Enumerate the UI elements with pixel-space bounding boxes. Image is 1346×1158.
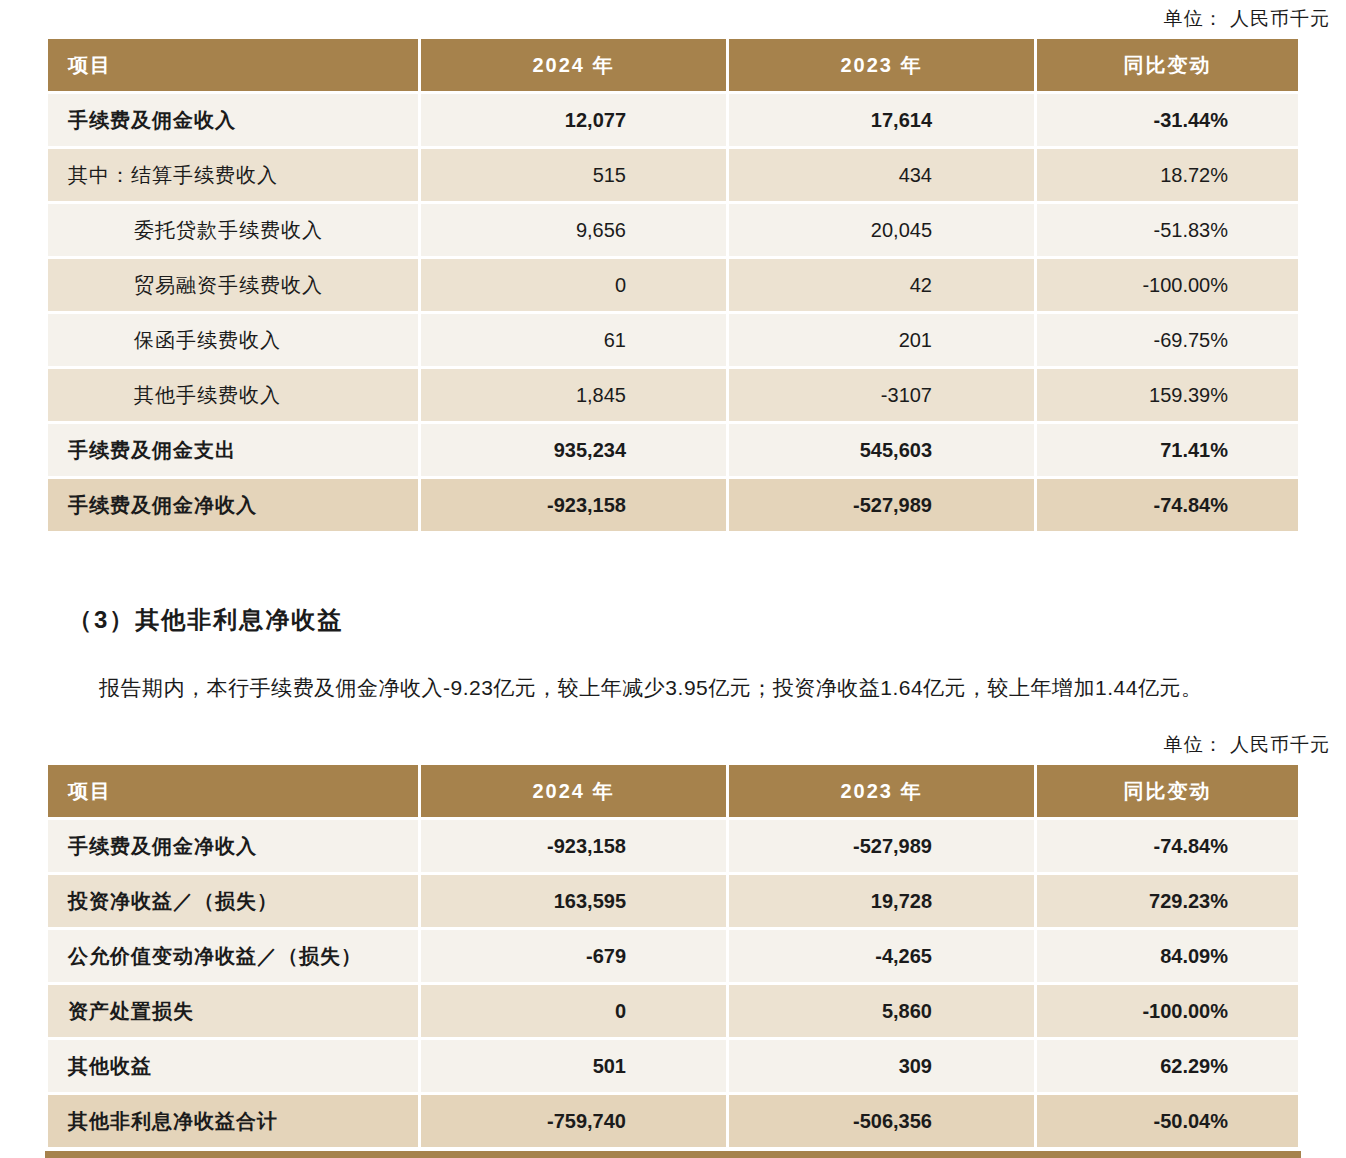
value-change: 159.39% — [1037, 369, 1298, 421]
header-2023: 2023 年 — [729, 765, 1034, 817]
value-2023: 17,614 — [729, 94, 1034, 146]
value-change: 62.29% — [1037, 1040, 1298, 1092]
row-label: 其他非利息净收益合计 — [48, 1095, 418, 1147]
value-2023: 201 — [729, 314, 1034, 366]
value-2024: 163,595 — [421, 875, 726, 927]
other-non-interest-income-table: 项目 2024 年 2023 年 同比变动 手续费及佣金净收入 -923,158… — [45, 762, 1301, 1150]
header-item: 项目 — [48, 39, 418, 91]
table-row: 委托贷款手续费收入 9,656 20,045 -51.83% — [48, 204, 1298, 256]
value-change: 18.72% — [1037, 149, 1298, 201]
header-yoy-change: 同比变动 — [1037, 39, 1298, 91]
table-row: 贸易融资手续费收入 0 42 -100.00% — [48, 259, 1298, 311]
value-2023: -527,989 — [729, 820, 1034, 872]
header-2023: 2023 年 — [729, 39, 1034, 91]
value-2023: 545,603 — [729, 424, 1034, 476]
value-change: -69.75% — [1037, 314, 1298, 366]
value-2024: 12,077 — [421, 94, 726, 146]
value-2024: 501 — [421, 1040, 726, 1092]
value-2023: 20,045 — [729, 204, 1034, 256]
value-change: -100.00% — [1037, 985, 1298, 1037]
value-change: 71.41% — [1037, 424, 1298, 476]
value-2023: -3107 — [729, 369, 1034, 421]
row-label: 手续费及佣金净收入 — [48, 820, 418, 872]
value-change: -50.04% — [1037, 1095, 1298, 1147]
header-item: 项目 — [48, 765, 418, 817]
value-2023: -4,265 — [729, 930, 1034, 982]
value-2024: 61 — [421, 314, 726, 366]
row-label: 手续费及佣金收入 — [48, 94, 418, 146]
value-2024: -923,158 — [421, 479, 726, 531]
row-label: 保函手续费收入 — [48, 314, 418, 366]
table-row: 其他收益 501 309 62.29% — [48, 1040, 1298, 1092]
row-label: 其他收益 — [48, 1040, 418, 1092]
value-2024: -679 — [421, 930, 726, 982]
value-2024: 9,656 — [421, 204, 726, 256]
value-2023: 309 — [729, 1040, 1034, 1092]
value-2024: 0 — [421, 985, 726, 1037]
value-2023: -506,356 — [729, 1095, 1034, 1147]
table-header-row: 项目 2024 年 2023 年 同比变动 — [48, 765, 1298, 817]
value-2024: 1,845 — [421, 369, 726, 421]
row-label: 手续费及佣金净收入 — [48, 479, 418, 531]
value-2023: 42 — [729, 259, 1034, 311]
value-change: -100.00% — [1037, 259, 1298, 311]
unit-label-table2: 单位： 人民币千元 — [1164, 732, 1330, 758]
table-row: 手续费及佣金支出 935,234 545,603 71.41% — [48, 424, 1298, 476]
unit-label-table1: 单位： 人民币千元 — [1164, 6, 1330, 32]
row-label: 委托贷款手续费收入 — [48, 204, 418, 256]
header-2024: 2024 年 — [421, 39, 726, 91]
value-2023: -527,989 — [729, 479, 1034, 531]
row-label: 资产处置损失 — [48, 985, 418, 1037]
value-change: 729.23% — [1037, 875, 1298, 927]
table-total-row: 手续费及佣金净收入 -923,158 -527,989 -74.84% — [48, 479, 1298, 531]
table-row: 保函手续费收入 61 201 -69.75% — [48, 314, 1298, 366]
table-row: 资产处置损失 0 5,860 -100.00% — [48, 985, 1298, 1037]
value-2024: 935,234 — [421, 424, 726, 476]
value-2024: 0 — [421, 259, 726, 311]
value-2024: -923,158 — [421, 820, 726, 872]
value-2024: 515 — [421, 149, 726, 201]
value-2024: -759,740 — [421, 1095, 726, 1147]
row-label: 公允价值变动净收益／（损失） — [48, 930, 418, 982]
table-row: 手续费及佣金收入 12,077 17,614 -31.44% — [48, 94, 1298, 146]
value-change: -31.44% — [1037, 94, 1298, 146]
next-table-header-partial — [45, 1151, 1301, 1158]
row-label: 手续费及佣金支出 — [48, 424, 418, 476]
table-row: 手续费及佣金净收入 -923,158 -527,989 -74.84% — [48, 820, 1298, 872]
value-change: -74.84% — [1037, 820, 1298, 872]
table-row: 其中：结算手续费收入 515 434 18.72% — [48, 149, 1298, 201]
row-label: 其他手续费收入 — [48, 369, 418, 421]
value-2023: 5,860 — [729, 985, 1034, 1037]
table-row: 公允价值变动净收益／（损失） -679 -4,265 84.09% — [48, 930, 1298, 982]
value-change: -74.84% — [1037, 479, 1298, 531]
body-paragraph: 报告期内，本行手续费及佣金净收入-9.23亿元，较上年减少3.95亿元；投资净收… — [99, 674, 1202, 702]
row-label: 投资净收益／（损失） — [48, 875, 418, 927]
row-label: 贸易融资手续费收入 — [48, 259, 418, 311]
table-total-row: 其他非利息净收益合计 -759,740 -506,356 -50.04% — [48, 1095, 1298, 1147]
row-label: 其中：结算手续费收入 — [48, 149, 418, 201]
section-heading: （3）其他非利息净收益 — [68, 604, 343, 636]
header-2024: 2024 年 — [421, 765, 726, 817]
fee-commission-table: 项目 2024 年 2023 年 同比变动 手续费及佣金收入 12,077 17… — [45, 36, 1301, 534]
table-row: 其他手续费收入 1,845 -3107 159.39% — [48, 369, 1298, 421]
value-change: -51.83% — [1037, 204, 1298, 256]
value-change: 84.09% — [1037, 930, 1298, 982]
table-header-row: 项目 2024 年 2023 年 同比变动 — [48, 39, 1298, 91]
table-row: 投资净收益／（损失） 163,595 19,728 729.23% — [48, 875, 1298, 927]
value-2023: 434 — [729, 149, 1034, 201]
value-2023: 19,728 — [729, 875, 1034, 927]
header-yoy-change: 同比变动 — [1037, 765, 1298, 817]
